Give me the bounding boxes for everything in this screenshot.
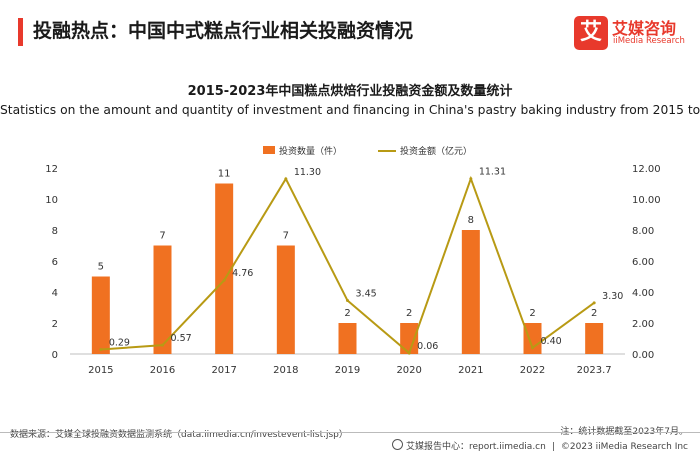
line-value-label: 0.06 bbox=[417, 341, 438, 352]
bar-value-label: 7 bbox=[159, 231, 165, 242]
footer-divider bbox=[0, 432, 700, 433]
bar-count bbox=[461, 230, 480, 354]
left-axis-tick: 0 bbox=[52, 350, 58, 361]
line-point-amount bbox=[407, 351, 411, 355]
x-axis-tick: 2023.7 bbox=[577, 365, 612, 376]
bar-count bbox=[523, 323, 542, 354]
left-axis-tick: 10 bbox=[45, 195, 58, 206]
logo-mark: 艾 bbox=[574, 16, 608, 50]
line-point-amount bbox=[531, 346, 534, 350]
report-site[interactable]: 艾媒报告中心：report.iimedia.cn bbox=[405, 442, 546, 452]
bar-count bbox=[338, 323, 357, 354]
chart-subtitle: Statistics on the amount and quantity of… bbox=[0, 103, 700, 117]
copyright: ©2023 iiMedia Research Inc bbox=[560, 442, 688, 452]
x-axis-tick: 2015 bbox=[88, 365, 113, 376]
bar-value-label: 7 bbox=[283, 231, 289, 242]
line-value-label: 11.31 bbox=[479, 167, 506, 178]
x-axis-tick: 2016 bbox=[150, 365, 175, 376]
logo-name-en: iiMedia Research bbox=[613, 36, 685, 46]
line-value-label: 3.30 bbox=[602, 291, 623, 302]
bar-count bbox=[215, 183, 234, 354]
right-axis-tick: 10.00 bbox=[632, 195, 661, 206]
x-axis-tick: 2021 bbox=[458, 365, 483, 376]
line-value-label: 4.76 bbox=[232, 268, 253, 279]
x-axis-tick: 2019 bbox=[335, 365, 360, 376]
bar-value-label: 8 bbox=[468, 215, 474, 226]
line-point-amount bbox=[346, 299, 349, 303]
line-value-label: 0.40 bbox=[541, 336, 562, 347]
left-axis-tick: 4 bbox=[52, 288, 58, 299]
legend-label-count: 投资数量（件） bbox=[279, 145, 342, 157]
legend-swatch-count bbox=[263, 146, 275, 154]
line-value-label: 0.57 bbox=[171, 333, 192, 344]
right-axis-tick: 8.00 bbox=[632, 226, 654, 237]
bar-count bbox=[276, 245, 295, 354]
bar-count bbox=[585, 323, 604, 354]
left-axis-tick: 6 bbox=[52, 257, 58, 268]
report-center-icon bbox=[391, 439, 403, 450]
x-axis-tick: 2020 bbox=[396, 365, 421, 376]
right-axis-tick: 6.00 bbox=[632, 257, 654, 268]
line-point-amount bbox=[284, 177, 288, 181]
left-axis-tick: 2 bbox=[52, 319, 58, 330]
right-axis-tick: 2.00 bbox=[632, 319, 654, 330]
line-value-label: 3.45 bbox=[356, 289, 377, 300]
footer: 艾媒报告中心：report.iimedia.cn | ©2023 iiMedia R… bbox=[0, 439, 688, 452]
right-axis-tick: 12.00 bbox=[632, 164, 661, 175]
page-title: 投融热点：中国中式糕点行业相关投融资情况 bbox=[33, 20, 414, 42]
right-axis-tick: 0.00 bbox=[632, 350, 654, 361]
bar-value-label: 11 bbox=[218, 169, 231, 180]
line-point-amount bbox=[161, 343, 164, 347]
bar-value-label: 5 bbox=[98, 262, 104, 273]
line-point-amount bbox=[222, 278, 226, 282]
chart-title: 2015-2023年中国糕点烘焙行业投融资金额及数量统计 bbox=[187, 84, 513, 99]
bar-count bbox=[153, 245, 172, 354]
bar-value-label: 2 bbox=[591, 308, 597, 319]
data-note: 注：统计数据截至2023年7月。 bbox=[560, 427, 688, 437]
bar-count bbox=[91, 276, 110, 354]
line-point-amount bbox=[592, 301, 596, 305]
logo-name-cn: 艾媒咨询 bbox=[612, 19, 677, 38]
header-accent-bar bbox=[18, 18, 23, 46]
line-value-label: 11.30 bbox=[294, 167, 321, 178]
data-source: 数据来源：艾媒全球投融资数据监测系统（data.iimedia.cn/inves… bbox=[10, 430, 348, 440]
line-point-amount bbox=[99, 348, 103, 352]
bar-count bbox=[400, 323, 419, 354]
left-axis-tick: 8 bbox=[52, 226, 58, 237]
bar-value-label: 2 bbox=[344, 308, 350, 319]
x-axis-tick: 2022 bbox=[520, 365, 545, 376]
line-point-amount bbox=[469, 177, 473, 181]
x-axis-tick: 2017 bbox=[211, 365, 236, 376]
bar-value-label: 2 bbox=[529, 308, 535, 319]
iimedia-logo: 艾 艾媒咨询 iiMedia Research bbox=[574, 14, 690, 52]
legend-label-amount: 投资金额（亿元） bbox=[400, 145, 472, 157]
x-axis-tick: 2018 bbox=[273, 365, 298, 376]
right-axis-tick: 4.00 bbox=[632, 288, 654, 299]
line-value-label: 0.29 bbox=[109, 338, 130, 349]
bar-value-label: 2 bbox=[406, 308, 412, 319]
left-axis-tick: 12 bbox=[45, 164, 58, 175]
